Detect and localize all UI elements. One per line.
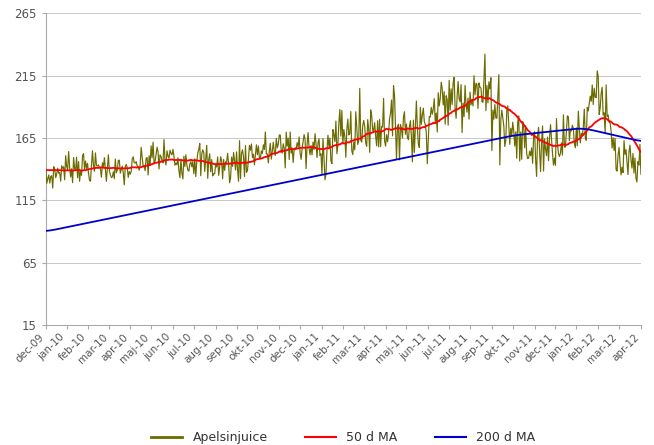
Legend: Apelsinjuice, 50 d MA, 200 d MA: Apelsinjuice, 50 d MA, 200 d MA bbox=[146, 426, 540, 445]
